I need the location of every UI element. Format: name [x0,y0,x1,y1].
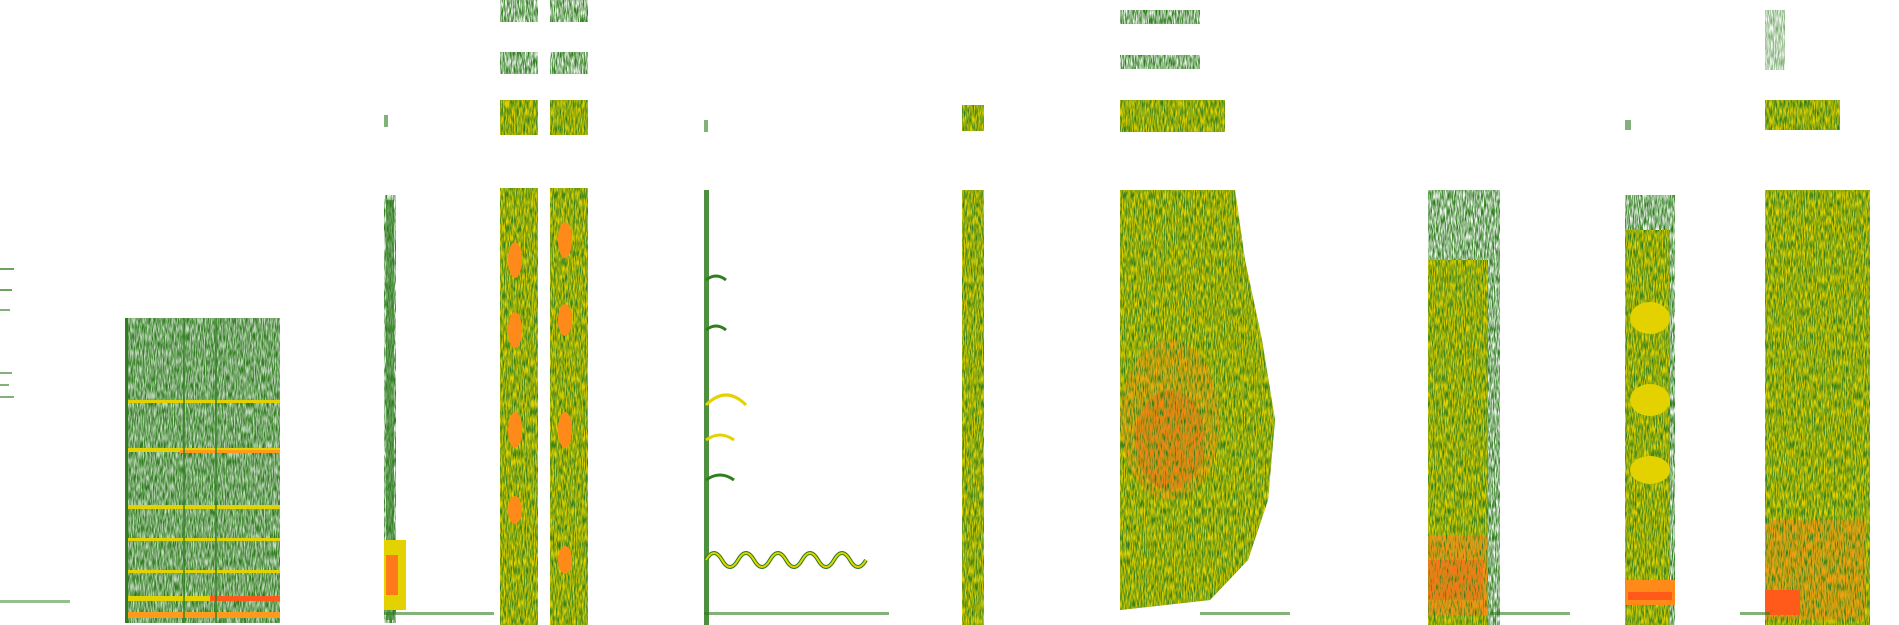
edge-mark [0,396,14,398]
spectro-block-1 [125,318,280,623]
spectro-block-3 [500,0,588,625]
edge-mark [0,309,10,311]
spectro-block-4 [704,120,889,625]
spectro-block-2 [384,115,494,623]
spectro-block-8 [1625,120,1675,625]
edge-mark [0,372,12,374]
edge-mark [0,289,12,291]
left-edge-marks [0,268,70,603]
spectro-block-9 [1740,10,1870,625]
spectro-block-6 [1120,10,1290,615]
edge-mark [0,600,70,603]
edge-mark [0,384,9,386]
spectro-block-5 [962,105,984,625]
spectro-block-7 [1428,190,1570,625]
edge-mark [0,268,14,270]
